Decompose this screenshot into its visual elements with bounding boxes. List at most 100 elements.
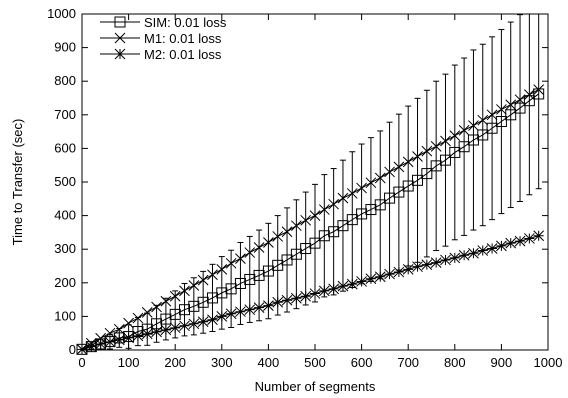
- data-point: [393, 266, 405, 278]
- data-point: [486, 122, 498, 134]
- data-point: [365, 273, 377, 285]
- data-point: [169, 322, 181, 334]
- data-point: [300, 290, 312, 302]
- data-point: [235, 253, 246, 264]
- data-point: [328, 198, 339, 210]
- data-point: [524, 89, 535, 100]
- data-point: [272, 296, 284, 308]
- data-point: [402, 156, 414, 168]
- data-point: [468, 120, 479, 131]
- data-point: [430, 257, 442, 268]
- data-point: [337, 280, 349, 292]
- x-tick-label: 200: [164, 355, 186, 370]
- data-point: [225, 308, 237, 320]
- data-point: [356, 276, 367, 287]
- data-point: [449, 146, 461, 158]
- data-point: [281, 226, 293, 238]
- series-square: [76, 13, 545, 355]
- data-point: [523, 95, 535, 107]
- data-point: [272, 231, 284, 242]
- data-point: [262, 265, 274, 277]
- data-point: [169, 290, 181, 302]
- data-point: [318, 204, 330, 215]
- data-point: [486, 109, 498, 121]
- data-point: [374, 172, 386, 184]
- data-point: [244, 273, 256, 285]
- y-tick-label: 200: [54, 275, 76, 290]
- data-point: [207, 314, 218, 326]
- data-point: [188, 280, 200, 291]
- x-tick-label: 1000: [534, 355, 563, 370]
- data-point: [533, 230, 545, 242]
- data-point: [244, 304, 256, 316]
- data-point: [216, 287, 228, 299]
- data-point: [439, 154, 451, 166]
- data-point: [244, 247, 256, 258]
- data-point: [440, 135, 451, 147]
- data-point: [104, 327, 116, 339]
- data-point: [197, 274, 209, 286]
- data-point: [160, 324, 172, 336]
- data-point: [430, 141, 442, 152]
- data-point: [496, 104, 507, 115]
- data-point: [281, 254, 293, 266]
- data-point: [374, 271, 386, 283]
- data-point: [440, 254, 451, 266]
- data-point: [505, 99, 517, 111]
- data-point: [188, 318, 200, 330]
- data-point: [113, 323, 125, 335]
- y-tick-label: 1000: [47, 6, 76, 21]
- data-point: [141, 307, 153, 318]
- legend-label: M2: 0.01 loss: [144, 47, 222, 62]
- data-point: [477, 129, 489, 141]
- data-point: [290, 248, 302, 260]
- data-point: [225, 257, 237, 269]
- data-point: [281, 294, 293, 306]
- data-point: [253, 242, 265, 253]
- data-point: [197, 316, 209, 328]
- data-point: [393, 161, 405, 173]
- legend-marker: [114, 48, 126, 60]
- data-point: [197, 296, 209, 308]
- data-point: [514, 102, 526, 114]
- data-point: [328, 283, 339, 295]
- data-point: [468, 247, 479, 259]
- data-point: [309, 288, 321, 299]
- y-tick-label: 700: [54, 107, 76, 122]
- data-point: [309, 237, 321, 249]
- data-point: [235, 306, 246, 318]
- data-point: [458, 124, 470, 136]
- data-point: [291, 220, 302, 232]
- data-point: [449, 252, 461, 264]
- data-point: [514, 235, 526, 247]
- data-point: [505, 109, 517, 121]
- data-point: [151, 326, 162, 338]
- data-point: [253, 269, 265, 281]
- data-point: [533, 84, 545, 95]
- data-point: [291, 292, 302, 304]
- series-x: [76, 84, 545, 355]
- x-tick-label: 300: [211, 355, 233, 370]
- data-point: [141, 328, 153, 340]
- data-point: [179, 304, 191, 316]
- data-point: [179, 320, 190, 332]
- legend-marker: [114, 16, 126, 28]
- data-point: [123, 332, 134, 344]
- data-point: [524, 233, 535, 244]
- data-point: [374, 199, 386, 211]
- data-point: [132, 330, 144, 342]
- data-point: [309, 210, 321, 221]
- legend-label: M1: 0.01 loss: [144, 31, 222, 46]
- data-point: [113, 334, 125, 346]
- x-axis-label: Number of segments: [255, 379, 376, 394]
- y-axis-label: Time to Transfer (sec): [10, 119, 25, 246]
- data-point: [356, 182, 367, 194]
- data-point: [337, 192, 349, 204]
- data-point: [95, 338, 106, 350]
- data-point: [318, 230, 330, 242]
- x-tick-label: 600: [351, 355, 373, 370]
- data-point: [402, 180, 414, 192]
- data-point: [346, 278, 358, 290]
